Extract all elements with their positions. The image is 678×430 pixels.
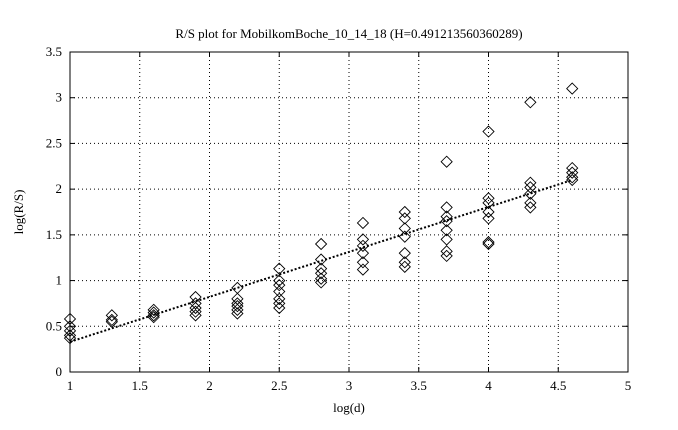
data-point <box>482 192 495 205</box>
y-tick-label: 2.5 <box>46 135 62 150</box>
data-point <box>482 125 495 138</box>
data-point <box>231 303 244 316</box>
data-point <box>189 309 202 322</box>
data-points <box>63 82 579 345</box>
data-point <box>440 215 453 228</box>
data-point <box>524 196 537 209</box>
data-point <box>524 181 537 194</box>
data-point <box>356 263 370 276</box>
data-point <box>440 245 453 258</box>
data-point <box>273 301 286 315</box>
x-tick-label: 1 <box>67 378 74 393</box>
data-point <box>273 292 286 305</box>
data-point <box>524 187 537 200</box>
data-point <box>105 313 118 327</box>
data-point <box>356 247 370 260</box>
data-point <box>398 230 411 243</box>
data-point <box>105 315 118 328</box>
y-tick-labels: 0 0.5 1 1.5 2 2.5 3 3.5 <box>46 44 62 379</box>
data-point <box>440 224 453 237</box>
x-axis-label: log(d) <box>333 400 365 415</box>
data-point <box>231 292 244 305</box>
y-tick-label: 3 <box>56 90 63 105</box>
data-point <box>231 297 244 310</box>
y-axis-label: log(R/S) <box>11 190 26 235</box>
data-point <box>273 297 286 310</box>
data-point <box>440 201 453 214</box>
data-point <box>566 171 579 184</box>
data-point <box>273 262 286 275</box>
y-tick-label: 1.5 <box>46 227 62 242</box>
data-point <box>105 309 118 322</box>
data-point <box>356 216 370 230</box>
x-tick-label: 1.5 <box>132 378 148 393</box>
data-point <box>482 212 495 225</box>
x-tick-label: 5 <box>625 378 632 393</box>
data-point <box>147 306 160 319</box>
data-point <box>231 307 244 320</box>
grid-lines <box>70 52 628 372</box>
data-point <box>566 166 579 179</box>
data-point <box>63 332 77 345</box>
y-tick-label: 2 <box>56 181 63 196</box>
data-point <box>566 82 579 95</box>
data-point <box>524 96 537 109</box>
y-tick-label: 0.5 <box>46 318 62 333</box>
chart-title: R/S plot for MobilkomBoche_10_14_18 (H=0… <box>175 26 522 41</box>
data-point <box>273 285 286 298</box>
y-tick-label: 0 <box>56 364 63 379</box>
data-point <box>189 301 202 315</box>
data-point <box>398 256 411 269</box>
data-point <box>314 253 328 266</box>
data-point <box>63 324 77 337</box>
x-tick-label: 2.5 <box>271 378 287 393</box>
x-tick-labels: 1 1.5 2 2.5 3 3.5 4 4.5 5 <box>67 378 632 393</box>
data-point <box>63 320 77 333</box>
data-point <box>398 205 411 219</box>
data-point <box>398 247 411 260</box>
data-point <box>524 176 537 189</box>
data-point <box>482 205 495 219</box>
data-point <box>314 262 328 275</box>
data-point <box>482 237 495 251</box>
data-point <box>147 303 160 316</box>
x-tick-label: 3.5 <box>411 378 427 393</box>
data-point <box>482 236 495 249</box>
data-point <box>314 272 328 285</box>
x-tick-label: 4 <box>485 378 492 393</box>
data-point <box>482 196 495 209</box>
data-point <box>273 279 286 292</box>
x-tick-label: 3 <box>346 378 353 393</box>
data-point <box>356 239 370 252</box>
fit-line <box>69 179 573 343</box>
data-point <box>356 256 370 269</box>
data-point <box>189 305 202 318</box>
data-point <box>314 267 328 280</box>
data-point <box>440 233 453 246</box>
x-tick-label: 2 <box>206 378 213 393</box>
data-point <box>314 237 328 251</box>
y-tick-label: 1 <box>56 273 63 288</box>
data-point <box>398 212 411 225</box>
data-point <box>440 249 453 263</box>
data-point <box>147 309 160 322</box>
data-point <box>398 222 411 235</box>
data-point <box>398 260 411 273</box>
data-point <box>566 173 579 187</box>
data-point <box>440 155 453 168</box>
data-point <box>63 312 77 326</box>
y-tick-label: 3.5 <box>46 44 62 59</box>
data-point <box>356 233 370 246</box>
data-point <box>440 210 453 223</box>
data-point <box>566 161 579 175</box>
x-tick-label: 4.5 <box>550 378 566 393</box>
data-point <box>314 276 328 289</box>
data-point <box>524 201 537 214</box>
data-point <box>231 300 244 313</box>
axis-ticks <box>69 51 629 373</box>
data-point <box>231 281 244 295</box>
